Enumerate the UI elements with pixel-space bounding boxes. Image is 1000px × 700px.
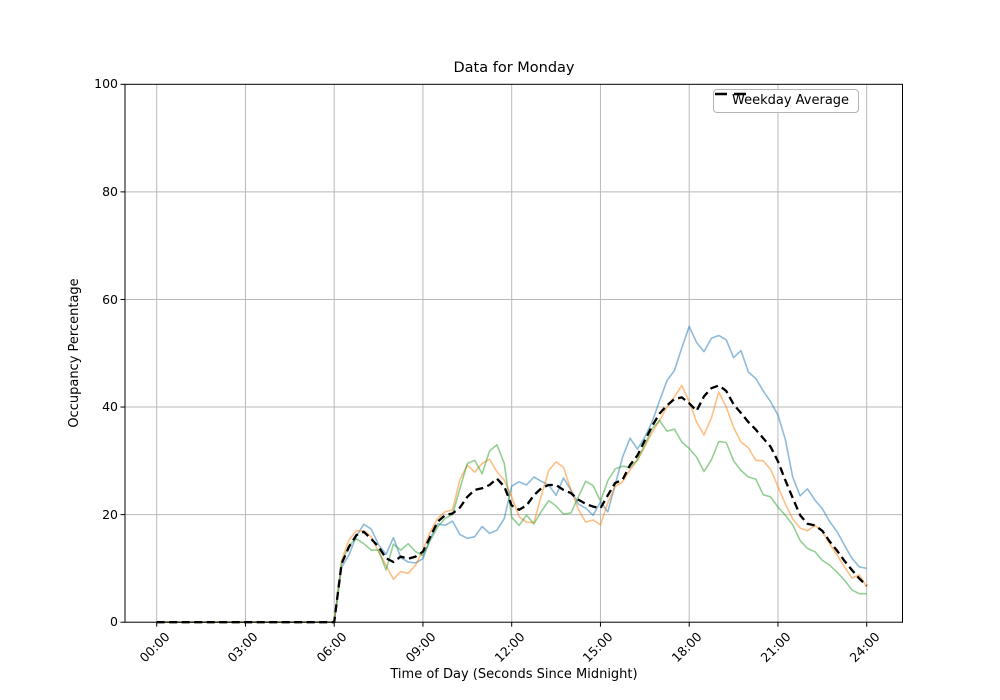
chart-title: Data for Monday — [453, 60, 575, 76]
axes-spines — [124, 83, 903, 623]
y-tick-label: 40 — [102, 399, 118, 414]
y-tick-label: 0 — [110, 614, 118, 630]
legend-label: Weekday Average — [732, 93, 850, 108]
y-tick-label: 80 — [102, 183, 118, 199]
y-tick-label: 20 — [102, 506, 118, 522]
y-tick-label: 60 — [102, 291, 118, 307]
x-axis-label: Time of Day (Seconds Since Midnight) — [390, 667, 638, 682]
legend: Weekday Average — [713, 89, 860, 113]
y-axis-label: Occupancy Percentage — [67, 278, 82, 428]
y-tick-label: 100 — [94, 76, 118, 92]
